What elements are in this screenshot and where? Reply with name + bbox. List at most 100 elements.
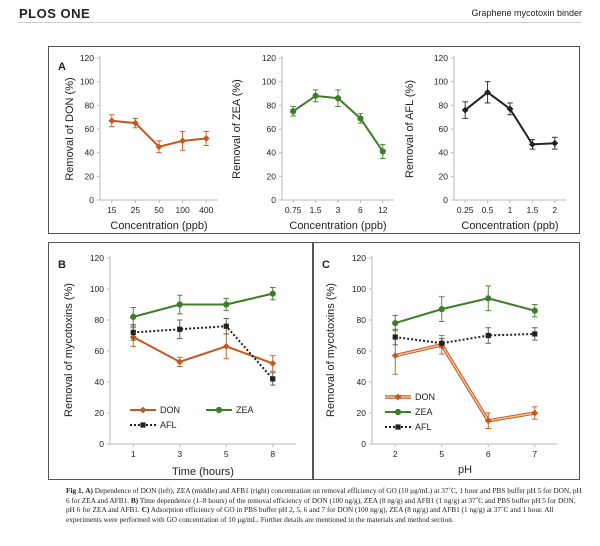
p1-don-point-2: [155, 143, 163, 151]
p4-don-point-2: [222, 342, 230, 350]
p4-don-line: [132, 336, 274, 365]
p1-don-point-3: [179, 137, 186, 145]
p5-zea-line: [394, 297, 536, 325]
p5-legend-zea-marker: [394, 408, 402, 416]
p5-don-point-3: [531, 409, 539, 417]
p2-xtick-label-3: 6: [358, 205, 363, 215]
p5-legend-afl-label: AFL: [415, 422, 432, 432]
p3-xtick-label-3: 1.5: [526, 205, 538, 215]
p5-ytick-label-5: 100: [352, 284, 366, 294]
p4-legend-zea-marker: [215, 406, 223, 414]
p4-y-axis-title: Removal of mycotoxins (%): [63, 283, 75, 417]
p5-panel-label: C: [322, 259, 330, 271]
caption-a-label: A): [85, 486, 93, 495]
p4-zea-line: [132, 292, 273, 318]
p5-ytick-label-0: 0: [361, 439, 366, 449]
p1-y-axis-title: Removal of DON (%): [64, 77, 76, 180]
p4-ytick-label-5: 100: [90, 284, 104, 294]
p1-xtick-label-3: 100: [176, 205, 190, 215]
p1-don-point-0: [108, 117, 116, 125]
p5-y-axis-title: Removal of mycotoxins (%): [325, 283, 337, 417]
p3-ytick-label-6: 120: [434, 53, 448, 63]
p3-afl-point-1: [484, 88, 491, 96]
p3-xtick-label-2: 1: [508, 205, 513, 215]
p5-ytick-label-6: 120: [352, 253, 366, 263]
p2-x-axis-title: Concentration (ppb): [289, 220, 386, 232]
p5-don-point-0: [391, 352, 399, 360]
p3-ytick-label-5: 100: [434, 77, 448, 87]
p3-afl-point-3: [529, 140, 536, 148]
caption-c-label: C): [141, 505, 150, 515]
p4-don-point-1: [176, 358, 184, 366]
p5-zea-point-2: [485, 295, 492, 302]
p3-ytick-label-2: 40: [439, 148, 449, 158]
p3-ytick-label-0: 0: [443, 195, 448, 205]
p3-x-axis-title: Concentration (ppb): [461, 220, 558, 232]
p5-afl-point-3: [532, 331, 538, 337]
frame-panel-a: [48, 46, 580, 234]
p4-legend-zea-label: ZEA: [236, 405, 254, 415]
p5-afl-point-2: [485, 332, 491, 339]
p5-don-line-inner: [395, 344, 535, 422]
p4-zea-point-1: [176, 301, 183, 308]
p4-afl-point-1: [177, 326, 183, 332]
p5-ytick-label-2: 40: [357, 377, 367, 387]
p5-legend-zea-label: ZEA: [415, 407, 433, 417]
p3-afl-point-0: [461, 106, 469, 114]
p4-x-axis-title: Time (hours): [172, 466, 234, 478]
p5-zea-point-0: [392, 320, 399, 327]
p3-xtick-label-1: 0.5: [482, 205, 494, 215]
p5-x-axis-title: pH: [458, 464, 472, 476]
frame-panel-b: [48, 242, 314, 480]
p2-xtick-label-1: 1.5: [310, 205, 322, 215]
p4-zea-point-0: [130, 313, 137, 320]
p3-ytick-label-1: 20: [439, 171, 449, 181]
p2-xtick-label-0: 0.75: [285, 205, 302, 215]
p4-xtick-label-2: 5: [224, 449, 229, 459]
p5-ytick-label-1: 20: [357, 408, 367, 418]
p4-legend-afl-marker: [140, 422, 146, 428]
p3-ytick-label-4: 80: [439, 100, 449, 110]
p5-legend-afl-marker: [395, 424, 401, 430]
p1-panel-label: A: [58, 61, 66, 73]
p4-legend-don-marker: [139, 406, 147, 414]
p3-ytick-label-3: 60: [439, 124, 449, 134]
p4-ytick-label-4: 80: [95, 315, 105, 325]
caption-a-text: Dependence of DON (left), ZEA (middle) a…: [66, 486, 582, 505]
p2-y-axis-title: Removal of ZEA (%): [231, 79, 243, 179]
caption-b-text: Time dependence (1–8 hours) of the remov…: [66, 495, 576, 515]
running-title: Graphene mycotoxin binder: [471, 8, 582, 18]
figure-caption: Fig 1. A) Dependence of DON (left), ZEA …: [66, 486, 582, 524]
p5-ytick-label-4: 80: [357, 315, 367, 325]
p4-don-point-3: [269, 360, 277, 367]
p5-legend-don-marker: [394, 393, 402, 401]
p2-ytick-label-3: 60: [267, 124, 277, 134]
caption-fig-label: Fig 1.: [66, 486, 84, 495]
p1-ytick-label-0: 0: [89, 195, 94, 205]
p4-afl-point-2: [223, 323, 229, 329]
p1-don-point-1: [132, 119, 139, 127]
p4-ytick-label-6: 120: [90, 253, 104, 263]
p4-panel-label: B: [58, 259, 66, 271]
p5-legend-don-label: DON: [415, 392, 435, 402]
p2-zea-point-2: [334, 95, 342, 102]
p3-xtick-label-0: 0.25: [457, 205, 474, 215]
p5-xtick-label-0: 2: [393, 449, 398, 459]
p3-y-axis-title: Removal of AFL (%): [404, 80, 416, 178]
frame-panel-c: [312, 242, 580, 480]
p2-zea-point-3: [357, 115, 364, 122]
p1-xtick-label-1: 25: [131, 205, 141, 215]
p2-ytick-label-0: 0: [271, 195, 276, 205]
p5-afl-point-1: [439, 340, 445, 346]
caption-b-label: B): [130, 495, 139, 505]
p4-zea-point-3: [269, 290, 276, 297]
p3-afl-point-4: [551, 139, 559, 147]
p3-xtick-label-4: 2: [552, 205, 557, 215]
p5-afl-line: [395, 332, 535, 345]
p2-ytick-label-2: 40: [267, 148, 277, 158]
p4-ytick-label-3: 60: [95, 346, 105, 356]
p5-zea-point-1: [438, 306, 445, 313]
p1-xtick-label-2: 50: [154, 205, 164, 215]
p4-ytick-label-0: 0: [99, 439, 104, 449]
